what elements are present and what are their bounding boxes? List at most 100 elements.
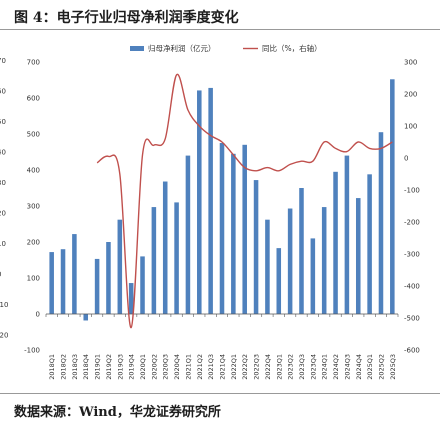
y-left-tick-label: -100: [24, 347, 40, 355]
x-tick-label: 2020Q2: [150, 354, 158, 380]
bar: [60, 249, 66, 314]
x-tick-label: 2019Q1: [94, 354, 102, 380]
bar: [231, 153, 236, 314]
bar: [378, 132, 384, 314]
x-tick-label: 2018Q1: [48, 354, 56, 380]
legend-swatch-bar: [130, 46, 144, 51]
y-left-tick-label: 300: [27, 203, 40, 211]
bar: [367, 174, 372, 314]
bar: [117, 219, 123, 314]
x-tick-label: 2020Q3: [162, 354, 170, 380]
y-right-tick-label: -100: [404, 187, 420, 195]
bar: [344, 155, 350, 314]
x-tick-label: 2023Q4: [309, 354, 317, 380]
x-tick-label: 2021Q3: [207, 354, 215, 380]
title-bar: 图 4：电子行业归母净利润季度变化: [0, 0, 440, 30]
x-tick-label: 2023Q1: [275, 354, 283, 380]
bar: [72, 234, 77, 314]
legend-label-line: 同比（%，右轴）: [262, 43, 322, 53]
y-left-tick-label: 700: [27, 59, 40, 67]
source-note: 数据来源：Wind，华龙证券研究所: [14, 405, 221, 420]
bar: [162, 181, 168, 314]
chart: 706050403020100-10-20-100010020030040050…: [0, 43, 420, 380]
bar: [276, 248, 282, 314]
bar: [185, 155, 191, 314]
x-tick-label: 2018Q4: [82, 354, 90, 380]
x-tick-label: 2018Q2: [60, 354, 68, 380]
bar: [219, 143, 225, 314]
y-left-tick-label: 600: [27, 95, 40, 103]
x-tick-label: 2022Q2: [241, 354, 249, 380]
y-right-tick-label: -500: [404, 315, 420, 323]
x-tick-label: 2024Q1: [321, 354, 329, 380]
left-edge-tick-label: 20: [0, 210, 6, 218]
y-right-tick-label: 300: [404, 59, 417, 67]
x-tick-label: 2024Q4: [355, 354, 363, 380]
x-tick-label: 2025Q2: [377, 354, 385, 380]
x-tick-label: 2019Q4: [128, 354, 136, 380]
y-right-tick-label: 200: [404, 91, 417, 99]
bar: [310, 238, 316, 314]
y-right-tick-label: -300: [404, 251, 420, 259]
left-edge-tick-label: -10: [0, 301, 8, 309]
bar: [299, 188, 304, 314]
legend-label-bar: 归母净利润（亿元）: [148, 43, 216, 53]
left-edge-tick-label: 30: [0, 179, 6, 187]
x-tick-label: 2018Q3: [71, 354, 79, 380]
bar: [83, 314, 89, 321]
x-tick-label: 2023Q2: [287, 354, 295, 380]
left-edge-tick-label: 0: [0, 271, 1, 279]
bar: [174, 202, 179, 314]
y-left-tick-label: 100: [27, 275, 40, 283]
y-right-tick-label: -600: [404, 347, 420, 355]
bar: [208, 87, 213, 314]
bar: [128, 283, 134, 314]
left-edge-tick-label: 40: [0, 149, 6, 157]
y-left-tick-label: 500: [27, 131, 40, 139]
y-right-tick-label: 100: [404, 123, 417, 131]
bar: [140, 256, 145, 314]
bar: [287, 208, 293, 314]
page-title: 图 4：电子行业归母净利润季度变化: [14, 10, 239, 26]
y-right-tick-label: -400: [404, 283, 420, 291]
bar: [390, 79, 395, 314]
left-edge-tick-label: 10: [0, 240, 6, 248]
bar: [242, 144, 247, 314]
y-left-tick-label: 0: [36, 311, 40, 319]
x-tick-label: 2024Q3: [343, 354, 351, 380]
bar: [253, 180, 259, 314]
bar: [321, 207, 327, 314]
left-edge-tick-label: -20: [0, 332, 8, 340]
bar: [151, 207, 157, 314]
x-tick-label: 2019Q3: [116, 354, 124, 380]
x-tick-label: 2020Q4: [173, 354, 181, 380]
x-tick-label: 2021Q4: [219, 354, 227, 380]
bar: [94, 258, 100, 314]
y-left-tick-label: 200: [27, 239, 40, 247]
x-tick-label: 2025Q1: [366, 354, 374, 380]
y-left-tick-label: 400: [27, 167, 40, 175]
source-bar: 数据来源：Wind，华龙证券研究所: [0, 393, 440, 423]
left-edge-tick-label: 50: [0, 118, 6, 126]
bar: [265, 219, 270, 314]
yoy-line: [96, 73, 393, 329]
x-tick-label: 2022Q1: [230, 354, 238, 380]
x-tick-label: 2021Q2: [196, 354, 204, 380]
y-right-tick-label: -200: [404, 219, 420, 227]
bar: [106, 242, 111, 314]
x-tick-label: 2024Q2: [332, 354, 340, 380]
x-tick-label: 2023Q3: [298, 354, 306, 380]
left-edge-tick-label: 70: [0, 57, 6, 65]
bar: [333, 171, 338, 314]
x-tick-label: 2022Q3: [253, 354, 261, 380]
bar: [49, 252, 54, 314]
y-right-tick-label: 0: [404, 155, 408, 163]
bar: [355, 198, 361, 314]
x-tick-label: 2021Q1: [184, 354, 192, 380]
x-tick-label: 2019Q2: [105, 354, 113, 380]
bar: [197, 90, 202, 314]
x-tick-label: 2022Q4: [264, 354, 272, 380]
left-edge-tick-label: 60: [0, 88, 6, 96]
x-tick-label: 2025Q3: [389, 354, 397, 380]
x-tick-label: 2020Q1: [139, 354, 147, 380]
